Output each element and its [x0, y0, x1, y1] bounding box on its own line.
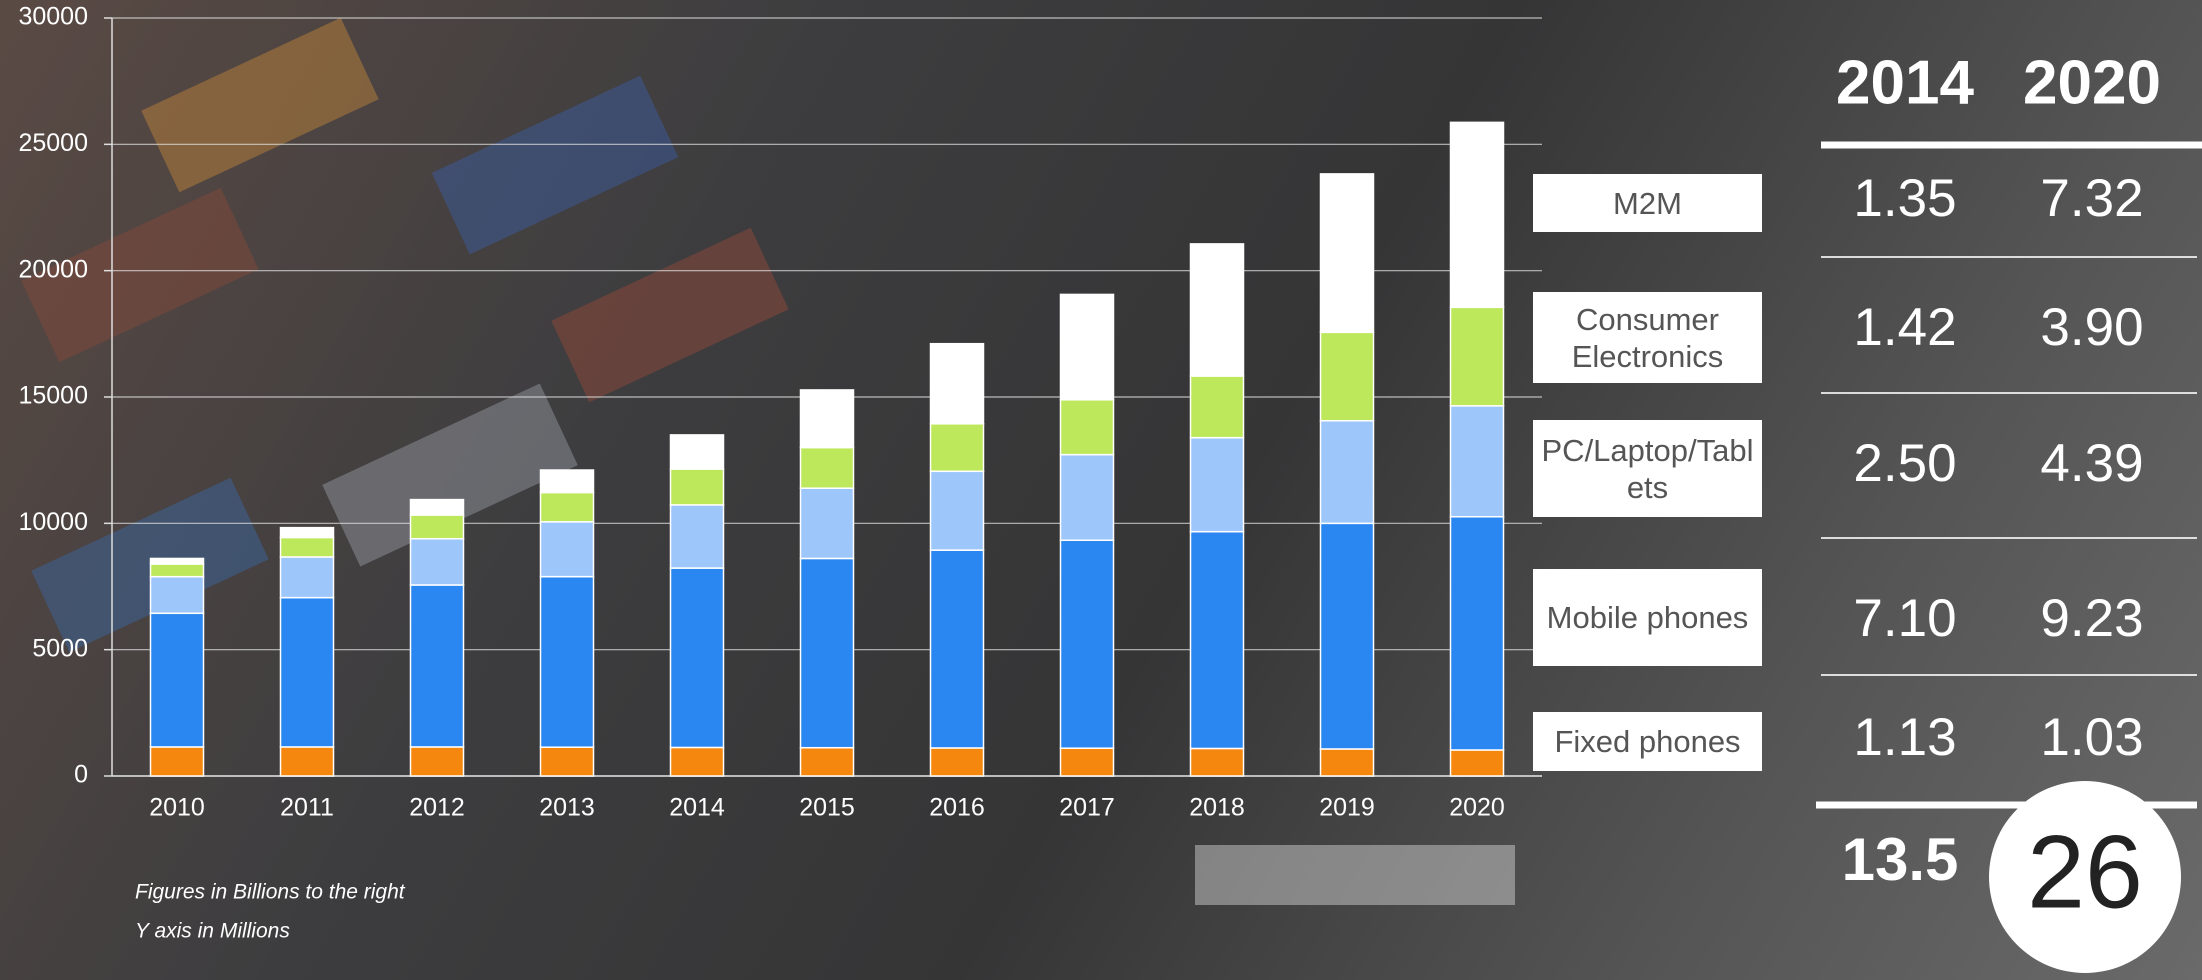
total-circle	[1989, 781, 2181, 973]
bar-segment	[1449, 306, 1505, 407]
bar-segment	[539, 469, 595, 494]
bar-segment	[539, 491, 595, 523]
x-tick-label: 2013	[539, 794, 595, 822]
bar-segment	[669, 746, 725, 777]
x-tick-label: 2011	[280, 794, 334, 822]
bar-segment	[409, 584, 465, 748]
bar-segment	[279, 526, 335, 539]
bar-segment	[1449, 121, 1505, 309]
bar-segment	[1059, 747, 1115, 777]
column-header: 2020	[2023, 48, 2161, 117]
bar-segment	[669, 468, 725, 506]
x-tick-label: 2020	[1449, 794, 1505, 822]
x-tick-label: 2014	[669, 794, 725, 822]
bar-segment	[1189, 243, 1245, 377]
total-value: 13.5	[1842, 826, 1959, 893]
bar-segment	[1059, 399, 1115, 456]
bar-segment	[539, 746, 595, 777]
y-tick-label: 5000	[32, 634, 88, 662]
table-value: 7.10	[1853, 589, 1956, 648]
bar-segment	[149, 557, 205, 565]
y-tick-label: 0	[74, 761, 88, 789]
bar-segment	[409, 746, 465, 777]
x-tick-label: 2016	[929, 794, 985, 822]
note: Y axis in Millions	[135, 920, 290, 943]
bar-segment	[669, 434, 725, 470]
table-value: 7.32	[2040, 169, 2143, 228]
table-value: 1.42	[1853, 298, 1956, 357]
table-value: 1.03	[2040, 708, 2143, 767]
bar-segment	[279, 596, 335, 748]
bar-segment	[1449, 516, 1505, 751]
bar-segment	[929, 747, 985, 777]
bar-segment	[539, 575, 595, 748]
table-value: 9.23	[2040, 589, 2143, 648]
y-tick-label: 20000	[18, 255, 88, 283]
bar-segment	[929, 423, 985, 473]
table-value: 2.50	[1853, 434, 1956, 493]
y-tick-label: 15000	[18, 382, 88, 410]
bar-segment	[1319, 522, 1375, 750]
x-tick-label: 2010	[149, 794, 205, 822]
legend-box: Mobile phones	[1533, 569, 1762, 666]
bar-segment	[1189, 436, 1245, 533]
bar-segment	[149, 563, 205, 578]
bar-segment	[1189, 747, 1245, 777]
bar-segment	[1449, 749, 1505, 777]
bar-segment	[149, 575, 205, 615]
total-value: 26	[2027, 814, 2143, 930]
bar-segment	[409, 537, 465, 586]
bar-segment	[929, 342, 985, 425]
bar-segment	[1319, 173, 1375, 334]
bar-segment	[1189, 375, 1245, 439]
legend-box: Consumer Electronics	[1533, 292, 1762, 383]
y-tick-label: 25000	[18, 129, 88, 157]
bar-segment	[799, 487, 855, 560]
bar-segment	[669, 504, 725, 569]
bar-segment	[799, 746, 855, 777]
bar-segment	[279, 746, 335, 777]
x-tick-label: 2019	[1319, 794, 1375, 822]
bar-segment	[1319, 420, 1375, 525]
legend-box: Fixed phones	[1533, 712, 1762, 771]
note: Figures in Billions to the right	[135, 881, 406, 904]
bar-segment	[799, 446, 855, 489]
y-tick-label: 30000	[18, 3, 88, 31]
bar-segment	[279, 556, 335, 599]
bar-segment	[1319, 748, 1375, 777]
bar-segment	[929, 470, 985, 551]
bar-segment	[1059, 453, 1115, 542]
table-value: 3.90	[2040, 298, 2143, 357]
bar-segment	[539, 521, 595, 578]
bar-segment	[799, 557, 855, 749]
x-tick-label: 2017	[1059, 794, 1115, 822]
bar-segment	[1449, 405, 1505, 518]
bar-segment	[409, 498, 465, 516]
background-photo	[21, 17, 1515, 905]
column-header: 2014	[1836, 48, 1974, 117]
bar-segment	[279, 536, 335, 558]
x-tick-label: 2015	[799, 794, 855, 822]
legend-box: M2M	[1533, 174, 1762, 232]
table-value: 1.35	[1853, 169, 1956, 228]
y-tick-label: 10000	[18, 508, 88, 536]
bar-segment	[1189, 530, 1245, 750]
legend-box: PC/Laptop/Tablets	[1533, 420, 1762, 517]
bar-segment	[669, 567, 725, 749]
table-value: 4.39	[2040, 434, 2143, 493]
x-tick-label: 2012	[409, 794, 465, 822]
bar-segment	[799, 389, 855, 449]
bar-segment	[409, 514, 465, 540]
x-tick-label: 2018	[1189, 794, 1245, 822]
bar-segment	[1059, 539, 1115, 749]
bar-segment	[149, 612, 205, 748]
bar-segment	[149, 746, 205, 777]
bar-segment	[1059, 293, 1115, 401]
table-value: 1.13	[1853, 708, 1956, 767]
bar-segment	[929, 549, 985, 749]
bar-segment	[1319, 331, 1375, 422]
